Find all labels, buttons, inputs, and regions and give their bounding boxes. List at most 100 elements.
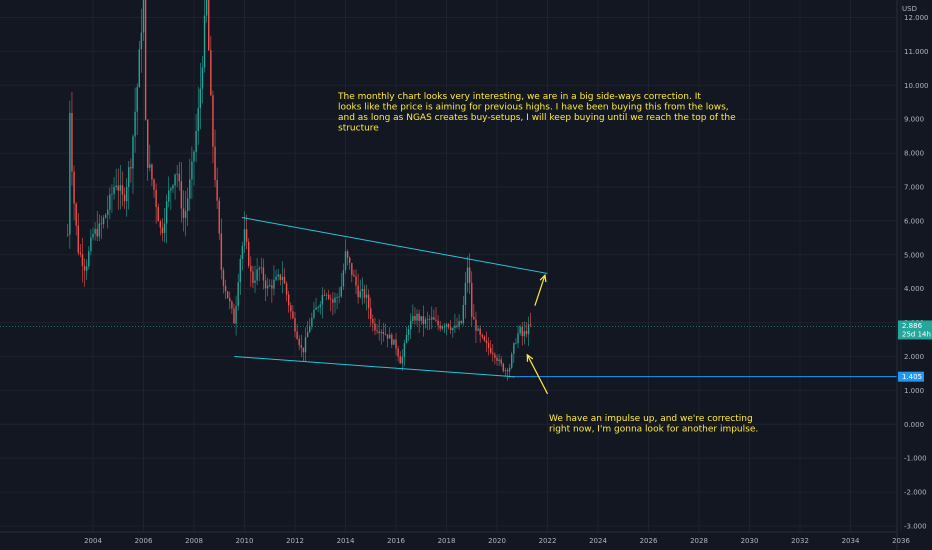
candle-body — [193, 151, 195, 162]
candle-body — [500, 359, 502, 364]
candle-body — [281, 276, 284, 280]
candle-body — [239, 258, 241, 283]
candle-body — [275, 276, 277, 280]
candle-body — [199, 88, 202, 109]
y-tick-label: 6.000 — [904, 217, 924, 225]
candle-body — [142, 0, 145, 33]
candle-body — [216, 180, 218, 201]
candle-body — [287, 294, 290, 306]
candle-body — [506, 370, 509, 372]
candle-body — [416, 313, 418, 321]
upper-channel-line[interactable] — [241, 217, 548, 274]
candle-body — [441, 326, 443, 329]
candle-body — [149, 164, 151, 168]
annotations: The monthly chart looks very interesting… — [337, 92, 758, 435]
x-tick-label: 2020 — [488, 537, 506, 545]
candle-body — [241, 245, 244, 259]
candle-body — [359, 290, 361, 298]
candle-body — [130, 167, 132, 169]
candle-body — [94, 228, 96, 234]
candle-body — [77, 225, 79, 253]
candle-body — [113, 187, 115, 194]
x-tick-label: 2010 — [236, 537, 254, 545]
y-tick-label: 11.000 — [904, 48, 929, 56]
candle-body — [277, 274, 279, 277]
candle-body — [412, 316, 414, 321]
annotation-line: right now, I'm gonna look for another im… — [549, 425, 758, 435]
candle-body — [203, 15, 206, 68]
candle-body — [161, 227, 164, 234]
candle-body — [458, 321, 460, 327]
candle-body — [191, 161, 193, 180]
y-tick-label: 4.000 — [904, 285, 924, 293]
x-tick-label: 2036 — [892, 537, 910, 545]
candle-body — [79, 252, 82, 255]
lower-channel-line[interactable] — [234, 356, 515, 378]
candle-body — [428, 319, 431, 320]
time-axis[interactable]: 2004 2006 2008 2010 2012 2014 2016 2018 2020 2022… — [84, 537, 910, 545]
candle-body — [102, 217, 105, 224]
candle-body — [384, 333, 387, 335]
candle-body — [163, 223, 166, 234]
candle-body — [134, 111, 136, 137]
candle-body — [336, 296, 338, 298]
candle-body — [237, 282, 239, 307]
candle-body — [100, 223, 103, 225]
candle-body — [254, 280, 256, 283]
candle-body — [319, 304, 321, 308]
current-price-badge — [898, 320, 932, 340]
candle-body — [123, 194, 126, 202]
candle-body — [229, 298, 231, 302]
candle-body — [96, 228, 98, 237]
candle-body — [355, 276, 357, 286]
candle-body — [502, 363, 505, 371]
annotation-line: We have an impulse up, and we're correct… — [549, 414, 753, 424]
currency-label: USD — [902, 5, 917, 13]
candle-body — [311, 317, 313, 327]
x-tick-label: 2004 — [84, 537, 102, 545]
impulse-arrow-up[interactable] — [534, 273, 547, 306]
candle-body — [346, 251, 349, 258]
candle-body — [454, 325, 456, 329]
y-tick-label: 12.000 — [904, 14, 929, 22]
candle-body — [511, 353, 513, 368]
candle-body — [258, 268, 260, 270]
candle-body — [405, 334, 408, 344]
candle-body — [525, 331, 528, 335]
candle-body — [304, 337, 307, 353]
candle-body — [306, 332, 309, 338]
y-tick-label: -1.000 — [904, 455, 927, 463]
y-tick-label: 8.000 — [904, 150, 924, 158]
candle-body — [184, 210, 187, 218]
candle-body — [479, 328, 481, 335]
candle-body — [302, 347, 305, 353]
candle-body — [485, 340, 488, 344]
candle-body — [443, 326, 446, 328]
candle-body — [235, 306, 237, 324]
candle-body — [420, 316, 422, 321]
candle-body — [144, 0, 147, 120]
candle-body — [121, 185, 124, 195]
candle-body — [279, 274, 281, 280]
y-tick-label: 2.000 — [904, 353, 924, 361]
correction-arrow[interactable] — [526, 353, 549, 395]
candle-body — [136, 87, 138, 112]
candle-body — [81, 254, 84, 266]
candle-body — [315, 307, 317, 310]
candle-body — [466, 267, 469, 283]
candle-body — [153, 179, 155, 190]
candle-body — [521, 326, 523, 337]
candle-body — [182, 208, 185, 218]
candle-body — [376, 330, 378, 332]
candle-body — [260, 267, 263, 269]
candle-body — [313, 309, 315, 318]
candle-body — [111, 193, 113, 195]
x-tick-label: 2032 — [791, 537, 809, 545]
candle-body — [294, 318, 296, 332]
candle-body — [252, 271, 254, 283]
candle-body — [71, 112, 73, 172]
candle-body — [132, 136, 134, 169]
candle-body — [363, 289, 366, 298]
candle-body — [342, 270, 345, 287]
